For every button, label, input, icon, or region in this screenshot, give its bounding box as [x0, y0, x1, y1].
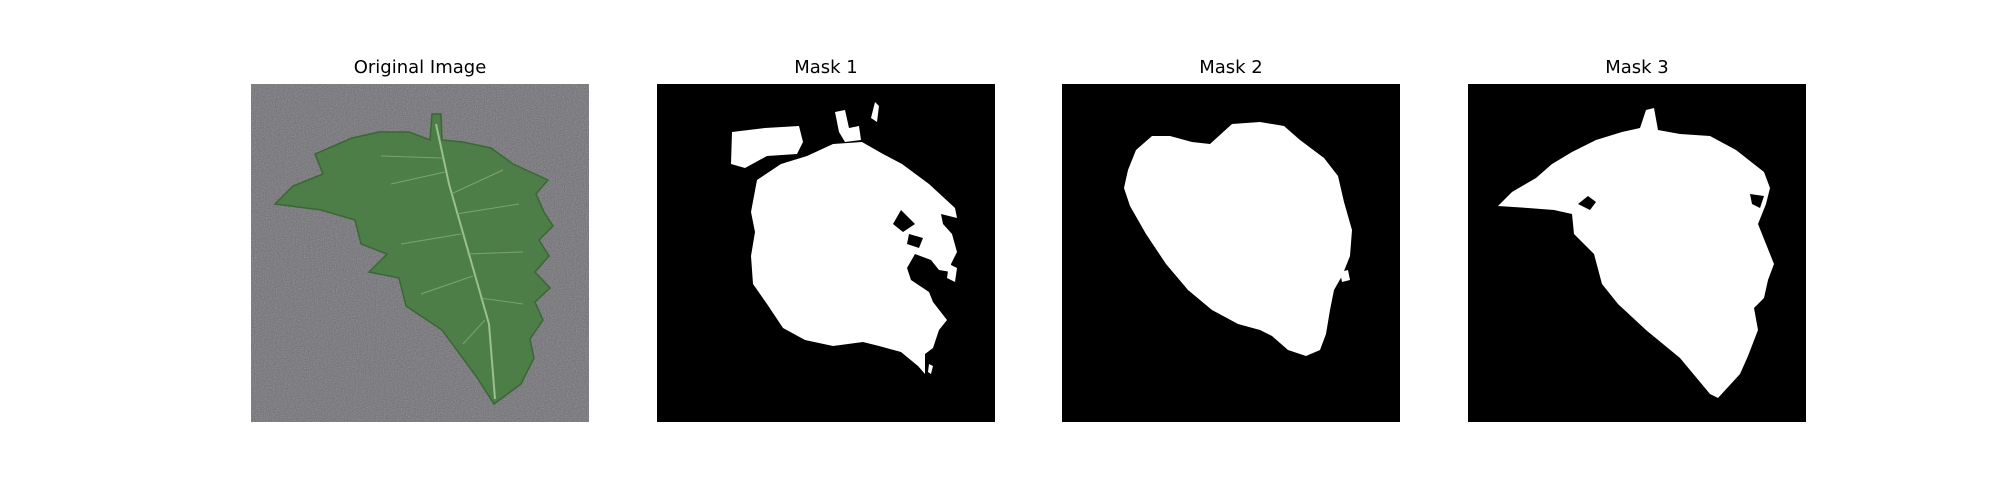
mask-1-image	[657, 84, 995, 422]
mask-3-image	[1468, 84, 1806, 422]
panel-title: Original Image	[353, 57, 487, 78]
panel-mask-1: Mask 1	[657, 0, 995, 500]
leaf-photo	[251, 84, 589, 422]
panel-mask-2: Mask 2	[1062, 0, 1400, 500]
mask-holes	[1578, 194, 1764, 210]
leaf-shape	[273, 113, 554, 406]
panel-title: Mask 3	[1605, 57, 1669, 78]
panel-title: Mask 1	[794, 57, 858, 78]
mask-holes	[893, 210, 923, 248]
panel-original-image: Original Image	[251, 0, 589, 500]
panel-mask-3: Mask 3	[1468, 0, 1806, 500]
mask-foreground	[1498, 108, 1774, 398]
mask-edge-speckle	[1340, 270, 1350, 282]
mask-2-image	[1062, 84, 1400, 422]
mask-foreground	[1124, 122, 1352, 356]
leaf-veins	[380, 155, 524, 345]
panel-title: Mask 2	[1199, 57, 1263, 78]
mask-foreground	[731, 102, 957, 374]
